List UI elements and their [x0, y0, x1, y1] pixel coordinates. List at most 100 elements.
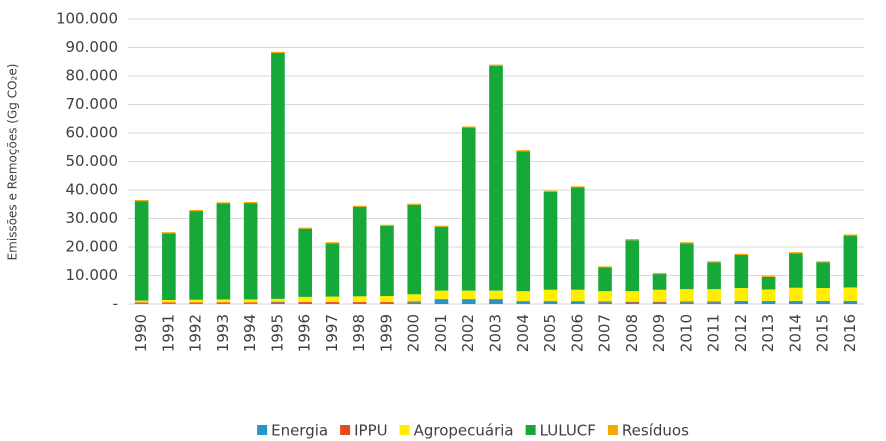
- bar-segment: [380, 225, 394, 297]
- bar-segment: [543, 301, 558, 303]
- bar-segment: [461, 300, 476, 304]
- y-tick-label: 80.000: [66, 67, 119, 85]
- bar-segment: [625, 301, 640, 303]
- bar-segment: [461, 126, 476, 128]
- bar-segment: [789, 287, 803, 301]
- bar-segment: [652, 289, 667, 302]
- bar-segment: [516, 151, 531, 292]
- bar-segment: [489, 300, 503, 304]
- legend-swatch: [607, 425, 618, 435]
- x-tick-label: 2006: [568, 314, 586, 352]
- bar-segment: [816, 262, 830, 289]
- bar-segment: [625, 302, 640, 304]
- bar-segment: [598, 266, 612, 268]
- bar-segment: [325, 296, 340, 303]
- bar-segment: [325, 302, 340, 303]
- bar-segment: [298, 227, 312, 229]
- x-tick-label: 1993: [214, 314, 232, 352]
- bar-segment: [680, 243, 694, 290]
- bar-segment: [843, 300, 858, 302]
- bar-segment: [816, 261, 830, 263]
- bar-segment: [516, 150, 531, 152]
- legend-label: Energia: [271, 422, 328, 440]
- bar-segment: [625, 239, 640, 241]
- bar-segment: [543, 190, 558, 192]
- bar-segment: [134, 300, 149, 303]
- bar-segment: [570, 301, 585, 303]
- bar-segment: [816, 301, 830, 304]
- bar-segment: [271, 298, 285, 302]
- y-tick-label: 60.000: [66, 124, 119, 142]
- y-axis-label: Emissões e Remoções (Gg CO₂e): [6, 64, 20, 261]
- x-tick-label: 2015: [814, 314, 832, 352]
- bar-segment: [325, 242, 340, 244]
- x-tick-label: 2005: [541, 314, 559, 352]
- bar-segment: [352, 302, 367, 303]
- bar-segment: [516, 301, 531, 303]
- bar-segment: [543, 289, 558, 302]
- x-tick-label: 2008: [623, 314, 641, 352]
- bar-segment: [680, 242, 694, 244]
- x-tick-label: 2003: [487, 314, 505, 352]
- bar-segment: [134, 201, 149, 301]
- bar-segment: [162, 300, 176, 303]
- bar-segment: [380, 224, 394, 226]
- bar-segment: [707, 289, 721, 302]
- bar-segment: [789, 253, 803, 288]
- x-tick-label: 1998: [350, 314, 368, 352]
- bar-segment: [570, 186, 585, 188]
- bar-segment: [734, 253, 749, 255]
- bar-segment: [625, 240, 640, 292]
- bar-segment: [598, 302, 612, 304]
- bar-segment: [680, 301, 694, 303]
- x-tick-label: 2012: [732, 314, 750, 352]
- bar-segment: [489, 290, 503, 300]
- bar-segment: [843, 235, 858, 288]
- bar-segment: [734, 288, 749, 301]
- bar-segment: [734, 254, 749, 289]
- x-tick-label: 2013: [759, 314, 777, 352]
- x-tick-label: 1991: [159, 314, 177, 352]
- bar-segment: [216, 203, 231, 300]
- x-tick-label: 2004: [514, 314, 532, 352]
- bar-segment: [271, 51, 285, 53]
- bar-segment: [189, 209, 203, 212]
- bar-segment: [380, 302, 394, 304]
- bar-segment: [298, 302, 312, 303]
- bar-segment: [707, 301, 721, 303]
- bar-segment: [162, 232, 176, 234]
- x-tick-label: 2016: [841, 314, 859, 352]
- bar-segment: [243, 201, 258, 204]
- bar-segment: [598, 301, 612, 303]
- bar-segment: [380, 302, 394, 303]
- bar-segment: [489, 64, 503, 66]
- bar-segment: [243, 203, 258, 300]
- bar-segment: [352, 296, 367, 303]
- x-tick-label: 1990: [132, 314, 150, 352]
- x-tick-label: 2014: [786, 314, 804, 352]
- x-tick-label: 2007: [596, 314, 614, 352]
- bar-segment: [843, 234, 858, 236]
- bar-segment: [243, 302, 258, 304]
- bar-segment: [216, 303, 231, 304]
- bar-segment: [352, 302, 367, 304]
- bar-segment: [162, 233, 176, 301]
- bar-segment: [652, 301, 667, 303]
- bar-segment: [352, 206, 367, 297]
- x-tick-label: 2000: [405, 314, 423, 352]
- bar-segment: [189, 303, 203, 304]
- bar-segment: [325, 302, 340, 304]
- bar-segment: [407, 203, 422, 205]
- bar-segment: [652, 274, 667, 290]
- legend-label: Agropecuária: [414, 422, 514, 440]
- bar-segment: [407, 302, 422, 304]
- bar-segment: [843, 301, 858, 304]
- x-tick-label: 1994: [241, 314, 259, 352]
- bar-segment: [734, 301, 749, 304]
- bar-segment: [680, 289, 694, 302]
- bar-segment: [243, 303, 258, 304]
- x-tick-label: 1992: [187, 314, 205, 352]
- bar-segment: [543, 191, 558, 290]
- bar-segment: [162, 303, 176, 304]
- bar-segment: [761, 300, 776, 302]
